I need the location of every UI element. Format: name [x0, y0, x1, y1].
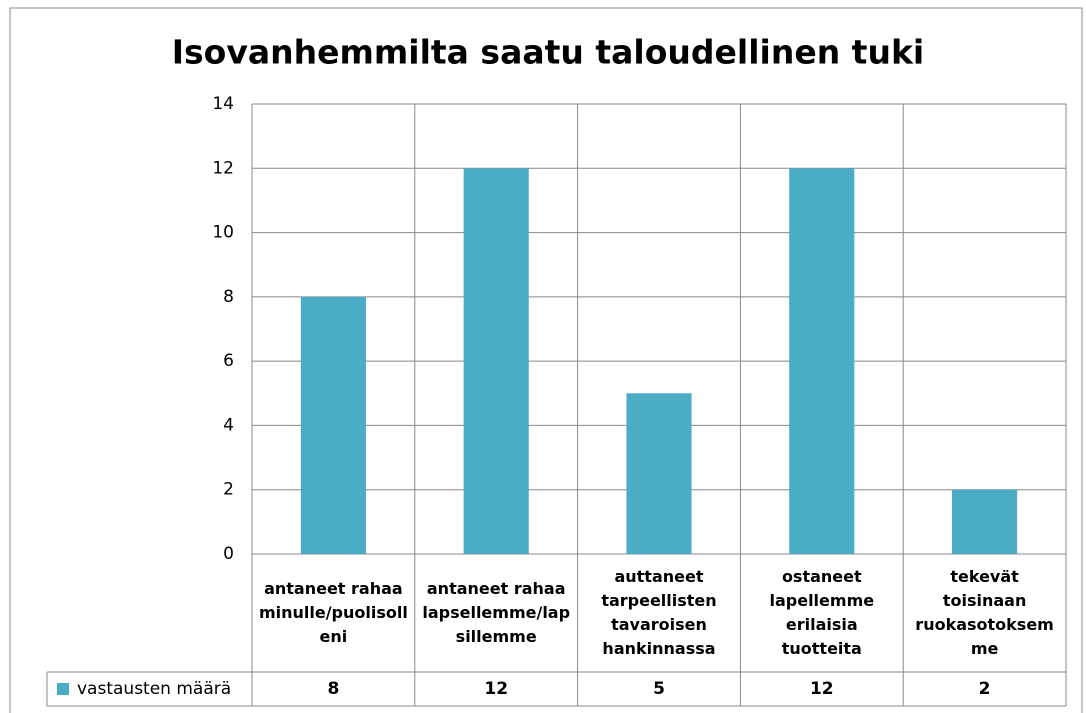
table-value: 8 — [327, 679, 340, 699]
y-tick-label: 2 — [223, 480, 234, 500]
x-tick-label: auttaneet tarpeellisten tavaroisen hanki… — [601, 567, 717, 658]
bar — [952, 489, 1018, 554]
bar — [626, 393, 692, 554]
y-tick-label: 4 — [223, 415, 234, 435]
x-tick-label: tekevät toisinaan ruokasotoksemme — [915, 567, 1054, 658]
y-tick-label: 6 — [223, 351, 234, 371]
x-tick-label: antaneet rahaa minulle/puolisolleni — [258, 579, 408, 646]
y-tick-label: 10 — [212, 223, 234, 243]
chart-title: Isovanhemmilta saatu taloudellinen tuki — [172, 33, 924, 72]
table-value: 12 — [484, 679, 509, 699]
y-tick-label: 14 — [212, 94, 234, 114]
bar — [463, 168, 529, 555]
x-tick-label: ostaneet lapellemme erilaisia tuotteita — [769, 567, 875, 658]
legend-label: vastausten määrä — [77, 679, 232, 699]
legend-key — [57, 683, 69, 695]
table-value: 2 — [978, 679, 991, 699]
bar — [300, 296, 366, 554]
x-tick-label: antaneet rahaa lapsellemme/lapsillemme — [422, 579, 571, 646]
table-value: 5 — [653, 679, 665, 699]
y-tick-label: 0 — [223, 544, 234, 564]
y-tick-label: 12 — [212, 158, 234, 178]
table-value: 12 — [809, 679, 834, 699]
bar — [789, 168, 855, 555]
y-tick-label: 8 — [223, 287, 234, 307]
